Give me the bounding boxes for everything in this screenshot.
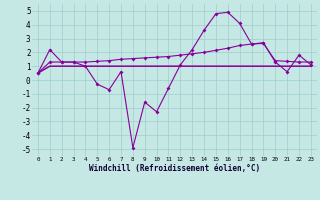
- X-axis label: Windchill (Refroidissement éolien,°C): Windchill (Refroidissement éolien,°C): [89, 164, 260, 173]
